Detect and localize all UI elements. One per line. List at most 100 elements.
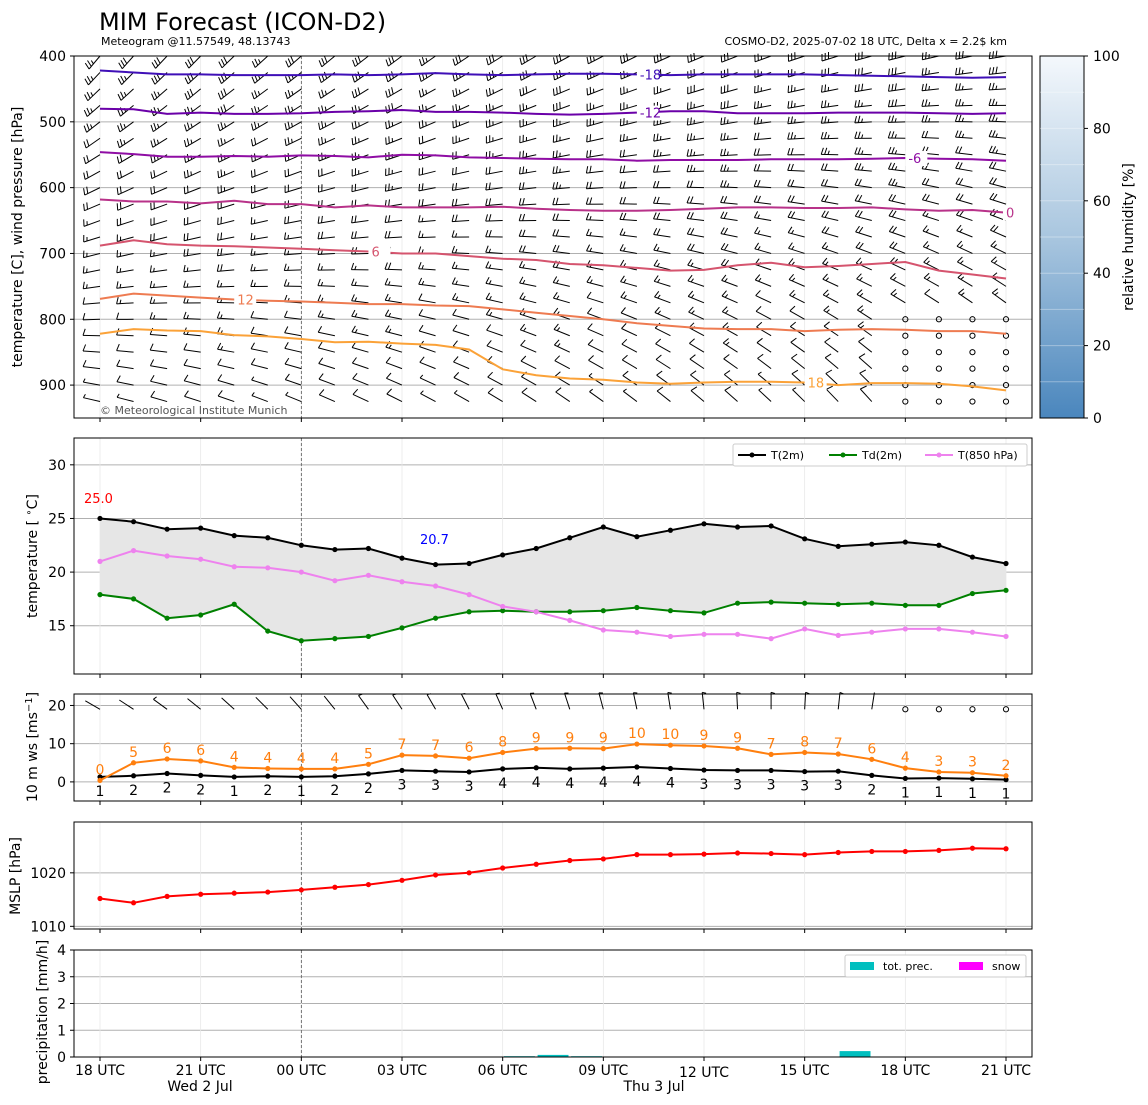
colorbar-tick-label: 40 — [1093, 266, 1111, 282]
wind-barb — [218, 55, 235, 69]
data-point — [969, 554, 976, 560]
data-point — [869, 541, 875, 547]
wind-barb — [586, 118, 604, 127]
wind-barb — [686, 211, 705, 222]
wind-barb — [150, 137, 168, 148]
wind-barb — [820, 163, 839, 172]
wind-barb — [792, 387, 806, 402]
data-point — [768, 850, 774, 857]
wind-barb — [957, 256, 973, 271]
wind-barb — [552, 150, 570, 159]
wind-barb — [317, 215, 335, 224]
wind-barb — [150, 374, 168, 386]
wind-barb — [888, 225, 906, 238]
wind-barb — [855, 241, 872, 254]
wind-barb — [485, 214, 503, 222]
y-tick-label: 1010 — [30, 919, 66, 935]
wind-barb — [955, 161, 973, 172]
series-line — [99, 517, 1007, 566]
wind-barb — [217, 88, 235, 100]
wind-barb — [453, 372, 470, 386]
wind-barb — [854, 115, 872, 124]
isotherm-line — [99, 328, 1007, 392]
wind-barb — [149, 296, 168, 304]
data-point — [130, 773, 137, 779]
wind-barb — [183, 137, 201, 148]
wind-barb — [955, 130, 973, 139]
gust-value-label: 4 — [901, 750, 910, 766]
data-point — [1003, 560, 1009, 567]
wind-barb — [250, 358, 268, 370]
data-point — [500, 865, 506, 871]
wind-barb — [351, 183, 369, 193]
wind-barb — [82, 328, 101, 337]
y-tick-label: 900 — [39, 378, 66, 394]
wind-barb — [553, 53, 571, 65]
wind-barb — [216, 264, 235, 272]
data-point — [969, 590, 976, 597]
y-tick-label: 400 — [39, 49, 66, 65]
wind-barb — [988, 161, 1007, 172]
wind-barb — [385, 55, 403, 67]
wind-barb — [385, 87, 403, 98]
wind-barb — [787, 226, 805, 238]
wind-barb — [116, 312, 134, 320]
wind-barb — [753, 116, 772, 125]
wind-barb — [619, 133, 637, 142]
wind-barb — [351, 168, 369, 177]
wind-barb — [722, 338, 738, 353]
wind-barb — [84, 88, 101, 102]
wind-barb — [790, 337, 805, 353]
data-point — [936, 542, 942, 548]
wind-barb — [485, 198, 503, 207]
data-point — [835, 543, 841, 549]
surface-wind-barb — [187, 698, 201, 710]
wind-barb — [117, 88, 134, 101]
data-point — [634, 764, 640, 770]
wind-barb — [686, 243, 705, 254]
wind-barb — [720, 180, 738, 189]
wind-barb — [352, 388, 369, 402]
wind-barb — [888, 51, 906, 61]
wind-barb — [787, 195, 805, 205]
gust-value-label: 0 — [96, 762, 105, 778]
data-point — [869, 629, 875, 635]
data-point — [365, 771, 372, 777]
x-tick-label: 09 UTC — [578, 1063, 628, 1079]
data-point — [332, 578, 338, 584]
wind-barb — [622, 388, 638, 402]
wind-barb — [351, 325, 369, 337]
wind-barb — [821, 210, 839, 222]
wind-barb — [419, 374, 436, 386]
data-point — [365, 633, 372, 640]
wind-barb — [585, 228, 604, 238]
wind-barb — [787, 132, 805, 140]
data-point — [634, 741, 640, 747]
wind-barb — [825, 369, 839, 386]
wind-barb — [688, 306, 705, 320]
wind-barb — [418, 88, 436, 98]
gust-value-label: 9 — [599, 731, 608, 747]
wind-barb — [217, 121, 235, 132]
wind-barb — [890, 289, 906, 304]
wind-barb — [552, 166, 570, 174]
mean-value-label: 3 — [767, 777, 776, 793]
data-point — [365, 572, 372, 578]
data-point — [600, 627, 606, 633]
wind-barb — [553, 323, 570, 337]
wind-barb — [184, 390, 201, 403]
surface-wind-barb — [564, 692, 571, 710]
gust-value-label: 4 — [297, 751, 306, 767]
wind-barb — [318, 184, 336, 193]
colorbar-tick-label: 20 — [1093, 339, 1111, 355]
wind-barb — [116, 170, 134, 180]
gust-value-label: 9 — [733, 730, 742, 746]
wind-barb — [922, 241, 940, 254]
humidity-colorbar: 0 20 40 60 80 100 relative humidity [%] — [1039, 49, 1137, 427]
data-point — [164, 615, 170, 621]
wind-barb — [586, 86, 604, 96]
wind-barb — [116, 393, 134, 403]
wind-barb — [251, 376, 268, 386]
wind-barb — [418, 183, 436, 192]
max-temp-annotation: 25.0 — [84, 492, 113, 507]
